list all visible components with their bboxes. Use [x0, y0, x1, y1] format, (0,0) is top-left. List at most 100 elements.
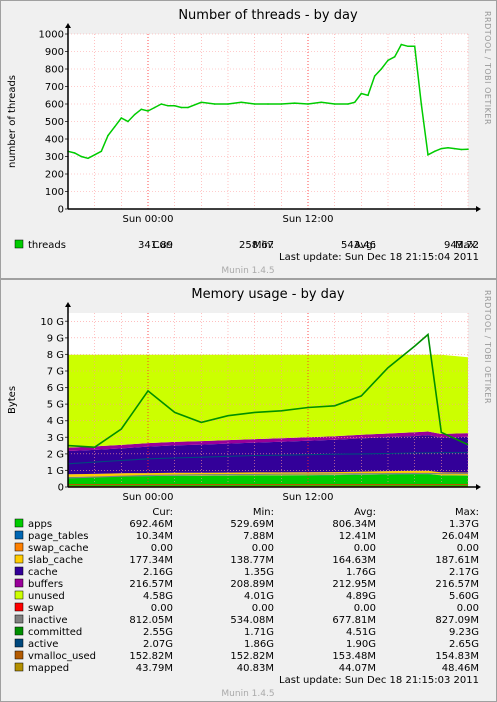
legend-stat-header: Min:: [253, 240, 274, 251]
legend-stat-header: Min:: [253, 507, 274, 518]
y-axis-arrow: [65, 23, 71, 28]
y-tick-label: 400: [45, 135, 64, 146]
legend-value: 5.60G: [449, 591, 479, 602]
last-update-text: Last update: Sun Dec 18 21:15:03 2011: [279, 675, 479, 686]
y-tick-label: 2 G: [47, 449, 64, 460]
memory-chart: Memory usage - by day RRDTOOL / TOBI OETI…: [7, 287, 492, 699]
legend-stat-header: Cur:: [152, 507, 173, 518]
legend-value: 187.61M: [435, 555, 479, 566]
area-buffers: [68, 431, 468, 451]
legend-value: 12.41M: [339, 531, 376, 542]
area-unused: [68, 354, 468, 448]
legend-value: 153.48M: [332, 651, 376, 662]
legend-value: 40.83M: [237, 663, 274, 674]
legend-value: 1.37G: [449, 519, 479, 530]
y-tick-label: 700: [45, 82, 64, 93]
legend-value: 216.57M: [129, 579, 173, 590]
legend-value: 44.07M: [339, 663, 376, 674]
legend-value: 43.79M: [136, 663, 173, 674]
legend-value: 0.00: [252, 603, 274, 614]
legend-value: 10.34M: [136, 531, 173, 542]
line-committed: [67, 332, 469, 449]
legend-label: cache: [28, 567, 58, 578]
legend-value: 806.34M: [332, 519, 376, 530]
legend-label: committed: [28, 627, 82, 638]
legend-value: 2.17G: [449, 567, 479, 578]
x-tick-label: Sun 12:00: [282, 214, 333, 225]
line-active: [67, 452, 468, 465]
legend-value: 0.00: [457, 543, 479, 554]
y-tick-label: 8 G: [47, 350, 64, 361]
y-tick-label: 9 G: [47, 333, 64, 344]
legend-value: 677.81M: [332, 615, 376, 626]
legend-label: apps: [28, 519, 52, 530]
legend-value: 1.86G: [244, 639, 274, 650]
chart-title: Number of threads - by day: [178, 8, 358, 23]
legend-value: 1.76G: [346, 567, 376, 578]
legend-value: 534.08M: [230, 615, 274, 626]
legend-value: 543.46: [341, 240, 376, 251]
y-tick-label: 4 G: [47, 416, 64, 427]
legend-swatch: [14, 542, 24, 552]
memory-chart-panel: Memory usage - by day RRDTOOL / TOBI OETI…: [0, 279, 497, 702]
legend-value: 152.82M: [230, 651, 274, 662]
legend-value: 177.34M: [129, 555, 173, 566]
legend-value: 152.82M: [129, 651, 173, 662]
legend-swatch: [14, 626, 24, 636]
legend-swatch: [14, 239, 24, 249]
legend-value: 212.95M: [332, 579, 376, 590]
y-tick-label: 500: [45, 117, 64, 128]
y-tick-label: 1000: [39, 30, 64, 41]
legend-value: 1.90G: [346, 639, 376, 650]
y-tick-label: 300: [45, 152, 64, 163]
legend-label: swap: [28, 603, 54, 614]
line-inactive: [67, 472, 469, 479]
legend-value: 0.00: [457, 603, 479, 614]
legend-label: active: [28, 639, 58, 650]
y-axis-label: Bytes: [7, 386, 18, 414]
legend-value: 7.88M: [243, 531, 274, 542]
legend-label: inactive: [28, 615, 68, 626]
legend-value: 0.00: [252, 543, 274, 554]
legend-value: 529.69M: [230, 519, 274, 530]
legend-value: 9.23G: [449, 627, 479, 638]
last-update-text: Last update: Sun Dec 18 21:15:04 2011: [279, 252, 479, 263]
legend-swatch: [14, 554, 24, 564]
legend-stat-header: Max:: [455, 507, 479, 518]
legend-value: 138.77M: [230, 555, 274, 566]
x-axis-arrow: [476, 484, 481, 490]
rrdtool-side-label: RRDTOOL / TOBI OETIKER: [483, 290, 492, 404]
y-tick-label: 1 G: [47, 466, 64, 477]
munin-version-footer: Munin 1.4.5: [221, 266, 274, 276]
legend-value: 4.89G: [346, 591, 376, 602]
area-cache: [68, 435, 468, 475]
legend-swatch: [14, 650, 24, 660]
y-tick-label: 0: [58, 205, 64, 216]
legend-label: swap_cache: [28, 543, 88, 554]
y-axis-arrow: [65, 302, 71, 307]
legend-stat-header: Cur:: [152, 240, 173, 251]
area-apps: [68, 474, 468, 487]
legend-value: 48.46M: [442, 663, 479, 674]
legend-swatch: [14, 638, 24, 648]
legend-value: 0.00: [151, 543, 173, 554]
legend-label: unused: [28, 591, 65, 602]
area-page_tables: [68, 473, 468, 478]
legend-swatch: [14, 662, 24, 672]
legend-label: mapped: [28, 663, 69, 674]
legend-value: 1.71G: [244, 627, 274, 638]
y-tick-label: 100: [45, 187, 64, 198]
legend-swatch: [14, 590, 24, 600]
y-tick-label: 5 G: [47, 400, 64, 411]
y-tick-label: 600: [45, 100, 64, 111]
legend-value: 164.63M: [332, 555, 376, 566]
legend-value: 2.07G: [143, 639, 173, 650]
threads-chart-panel: Number of threads - by day RRDTOOL / TOBI…: [0, 0, 497, 279]
y-tick-label: 6 G: [47, 383, 64, 394]
legend-value: 208.89M: [230, 579, 274, 590]
legend-value: 216.57M: [435, 579, 479, 590]
legend-swatch: [14, 530, 24, 540]
legend-value: 4.58G: [143, 591, 173, 602]
legend-stat-header: Max:: [455, 240, 479, 251]
legend-value: 0.00: [151, 603, 173, 614]
